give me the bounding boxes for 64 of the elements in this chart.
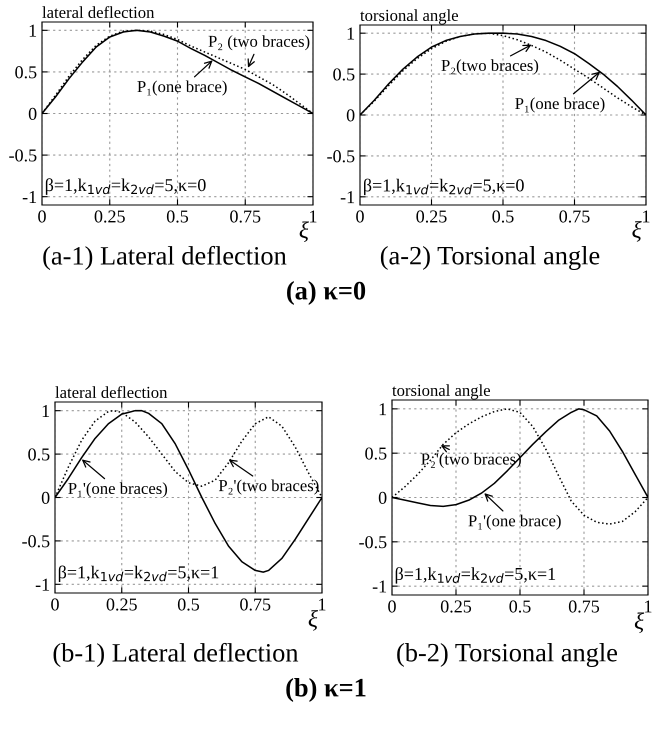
y-tick-label: -0.5 [359,536,386,548]
y-tick-label: 0 [346,109,354,122]
x-tick-label: 1 [319,598,326,610]
annotation: P₁(one brace) [137,80,227,96]
text: (b-1) Lateral deflection [54,642,298,668]
y-tick-label: -1 [36,578,50,591]
x-tick-label: 0.5 [509,600,531,613]
y-tick-label: 1 [380,403,386,416]
y-tick-label: 0.5 [365,447,386,460]
annotation: P₂(two braces) [441,59,538,74]
text: (b) κ=1 [286,678,366,702]
chart-title: lateral deflection [42,6,154,18]
annotation: P₂'(two braces) [218,480,319,495]
x-axis-title: ξ [632,221,642,242]
x-tick-label: 0.5 [166,210,188,223]
annotation: P₂ (two braces) [208,35,310,50]
x-tick-label: 0.75 [559,210,590,223]
x-tick-label: 0 [51,598,59,611]
x-tick-label: 0.25 [94,210,125,223]
x-axis-title: ξ [300,221,309,242]
x-tick-label: 0.25 [106,598,137,611]
annotation: β=1,k$_{1vd}$=k$_{2vd}$=5,κ=0 [364,178,524,196]
x-tick-label: 0.25 [440,600,472,613]
annotation: P₁'(one brace) [468,514,561,530]
y-tick-label: -1 [372,580,386,592]
x-tick-label: 0.5 [178,598,200,611]
annotation: P₁(one brace) [515,97,604,113]
y-tick-label: 1 [42,405,50,417]
text: (b-2) Torsional angle [397,642,618,668]
x-axis-title: ξ [634,612,644,634]
x-tick-label: 0.75 [240,598,270,611]
y-tick-label: -1 [340,191,354,204]
annotation: β=1,k$_{1vd}$=k$_{2vd}$=5,κ=0 [46,178,206,195]
y-tick-label: -0.5 [22,535,50,548]
annotation: β=1,k$_{1vd}$=k$_{2vd}$=5,κ=1 [396,567,556,584]
x-axis-title: ξ [308,610,318,631]
y-tick-label: 0.5 [333,68,354,81]
x-tick-label: 1 [643,210,650,222]
chart-title: lateral deflection [55,386,168,398]
y-tick-label: 0 [28,108,36,120]
text: (a) κ=0 [287,281,366,305]
y-tick-label: -0.5 [9,149,36,162]
x-tick-label: 0 [356,210,364,223]
x-tick-label: 1 [645,600,652,612]
text: (a-2) Torsional angle [380,246,600,270]
y-tick-label: 0.5 [28,448,50,461]
x-tick-label: 0.25 [416,210,447,223]
y-tick-label: -1 [22,191,36,203]
annotation: P₁'(one braces) [68,482,168,498]
y-tick-label: 1 [348,28,354,40]
chart-title: torsional angle [392,384,490,400]
y-tick-label: 1 [30,24,36,37]
x-tick-label: 0 [388,600,396,613]
y-tick-label: 0 [378,492,386,504]
x-tick-label: 1 [310,210,316,222]
x-tick-label: 0.5 [492,210,514,223]
annotation: β=1,k$_{1vd}$=k$_{2vd}$=5,κ=1 [58,566,218,582]
y-tick-label: -0.5 [327,150,354,162]
y-tick-label: 0 [42,492,50,504]
text: (a-1) Lateral deflection [43,246,286,270]
y-tick-label: 0.5 [15,66,36,78]
x-tick-label: 0.75 [568,600,600,613]
chart-title: torsional angle [360,9,458,24]
x-tick-label: 0.75 [230,210,260,223]
